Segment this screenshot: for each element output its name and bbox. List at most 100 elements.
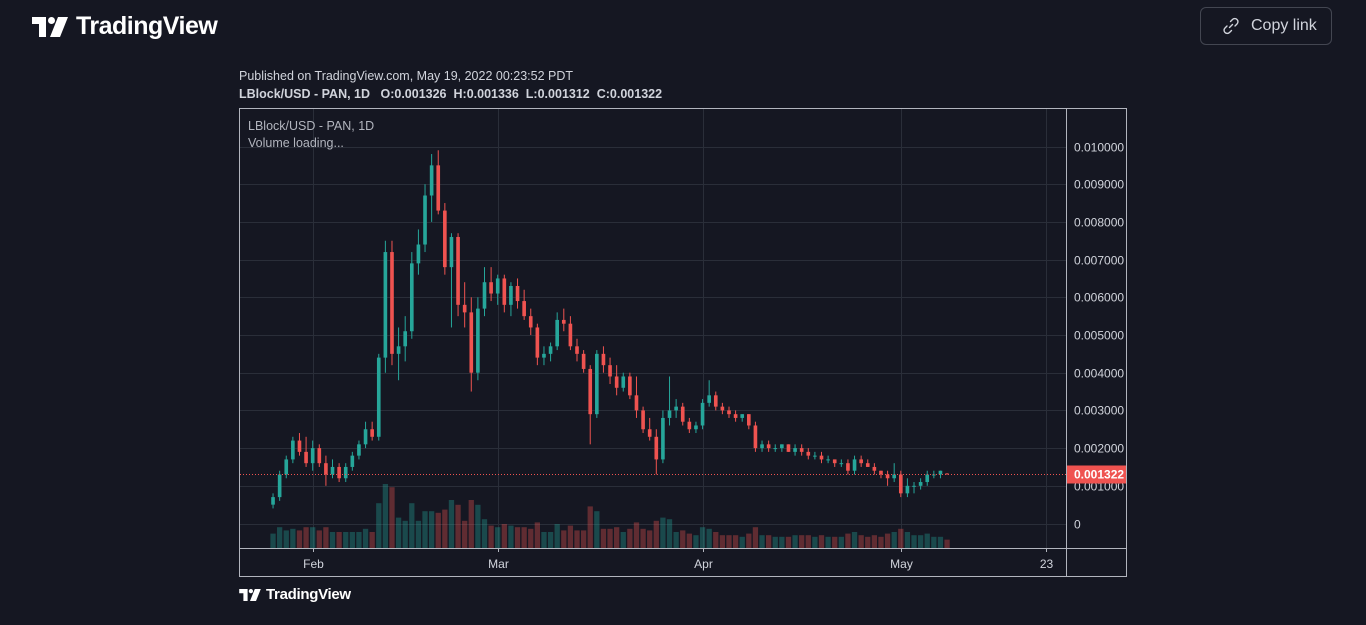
volume-bar bbox=[752, 527, 759, 548]
volume-bar bbox=[600, 528, 607, 548]
candle-body bbox=[515, 285, 520, 302]
volume-bar bbox=[349, 532, 355, 548]
candle-body bbox=[363, 429, 368, 445]
volume-bar bbox=[468, 500, 474, 548]
candle-body bbox=[654, 436, 659, 460]
volume-bar bbox=[310, 527, 316, 548]
candle-body bbox=[476, 308, 480, 373]
volume-bar bbox=[508, 525, 514, 548]
volume-bar bbox=[785, 536, 792, 548]
x-tick-label: 23 bbox=[1040, 557, 1054, 571]
candle-body bbox=[799, 448, 804, 452]
y-tick-label: 0.004000 bbox=[1074, 367, 1124, 381]
candle-body bbox=[667, 410, 672, 418]
volume-bar bbox=[746, 533, 752, 548]
volume-bar bbox=[845, 533, 851, 548]
ohlc-open-value: 0.001326 bbox=[394, 87, 447, 101]
candle-body bbox=[727, 410, 731, 415]
volume-bar bbox=[442, 509, 448, 548]
volume-bar bbox=[838, 536, 844, 548]
candle-body bbox=[423, 195, 427, 245]
candle-body bbox=[588, 368, 593, 415]
volume-bar bbox=[329, 532, 336, 548]
candle-body bbox=[456, 236, 460, 305]
last-price-label: 0.001322 bbox=[1074, 468, 1124, 482]
candle-body bbox=[555, 319, 560, 347]
candle-body bbox=[766, 444, 771, 449]
candle-body bbox=[892, 474, 897, 479]
tradingview-wordmark: TradingView bbox=[76, 12, 218, 40]
chart-axes: 0.010000 0.009000 0.008000 0.007000 0.006000… bbox=[240, 141, 1126, 571]
candle-body bbox=[449, 236, 454, 268]
volume-bar bbox=[481, 519, 488, 548]
candle-body bbox=[337, 466, 341, 479]
volume-bar bbox=[647, 530, 653, 548]
candle-body bbox=[786, 444, 791, 452]
tradingview-logo[interactable]: TradingView bbox=[32, 12, 218, 41]
candle-body bbox=[832, 459, 837, 464]
volume-bar bbox=[660, 517, 666, 548]
volume-bar bbox=[739, 536, 745, 548]
volume-bar bbox=[270, 533, 276, 548]
x-tick-label: Apr bbox=[694, 557, 713, 571]
volume-bar bbox=[514, 527, 521, 548]
volume-bar bbox=[765, 535, 772, 548]
ohlc-symbol: LBlock/USD - PAN, 1D bbox=[239, 87, 371, 101]
candle-body bbox=[482, 282, 487, 309]
volume-bar bbox=[501, 524, 507, 548]
tradingview-footer-logo[interactable]: TradingView bbox=[239, 586, 351, 603]
volume-bar bbox=[673, 532, 679, 548]
volume-bar bbox=[462, 520, 468, 548]
volume-bar bbox=[686, 533, 692, 548]
ohlc-high-value: 0.001336 bbox=[466, 87, 519, 101]
candle-body bbox=[416, 244, 421, 264]
candle-body bbox=[740, 414, 745, 418]
copy-link-button[interactable]: Copy link bbox=[1200, 7, 1332, 45]
candle-body bbox=[713, 395, 718, 407]
volume-bar bbox=[924, 533, 930, 548]
candle-body bbox=[370, 429, 374, 437]
volume-bar bbox=[772, 536, 778, 548]
volume-bar bbox=[832, 536, 838, 548]
candle-body bbox=[548, 346, 553, 354]
volume-bar bbox=[561, 530, 567, 548]
volume-bar bbox=[779, 536, 785, 548]
volume-bar bbox=[792, 535, 798, 548]
volume-bar bbox=[917, 535, 924, 548]
volume-bar bbox=[858, 535, 864, 548]
volume-bar bbox=[653, 520, 659, 548]
volume-bar bbox=[343, 532, 349, 548]
candle-body bbox=[291, 440, 295, 460]
volume-bar bbox=[422, 511, 428, 548]
candle-body bbox=[396, 346, 401, 354]
volume-bar bbox=[428, 511, 435, 548]
candle-body bbox=[601, 353, 606, 366]
published-info: Published on TradingView.com, May 19, 20… bbox=[239, 69, 574, 83]
candle-body bbox=[641, 410, 645, 430]
candle-body bbox=[542, 353, 546, 358]
candle-body bbox=[390, 252, 394, 354]
candle-body bbox=[753, 425, 758, 449]
candle-body bbox=[581, 353, 586, 369]
candle-body bbox=[687, 421, 692, 430]
y-tick-label: 0.005000 bbox=[1074, 329, 1124, 343]
volume-bar bbox=[884, 533, 891, 548]
candle-body bbox=[522, 301, 526, 317]
volume-bar bbox=[865, 536, 871, 548]
candle-body bbox=[918, 482, 923, 486]
volume-bar bbox=[891, 532, 897, 548]
candle-body bbox=[310, 448, 315, 464]
volume-bar bbox=[395, 517, 402, 548]
volume-bar bbox=[713, 532, 719, 548]
volume-bar bbox=[594, 511, 600, 548]
candle-body bbox=[436, 165, 441, 211]
candle-body bbox=[409, 263, 414, 332]
candle-body bbox=[760, 444, 764, 449]
volume-bar bbox=[633, 522, 640, 548]
volume-bar bbox=[369, 532, 375, 548]
volume-bar bbox=[706, 528, 712, 548]
candle-body bbox=[568, 323, 573, 347]
volume-bar bbox=[640, 528, 646, 548]
candle-body bbox=[429, 165, 434, 196]
